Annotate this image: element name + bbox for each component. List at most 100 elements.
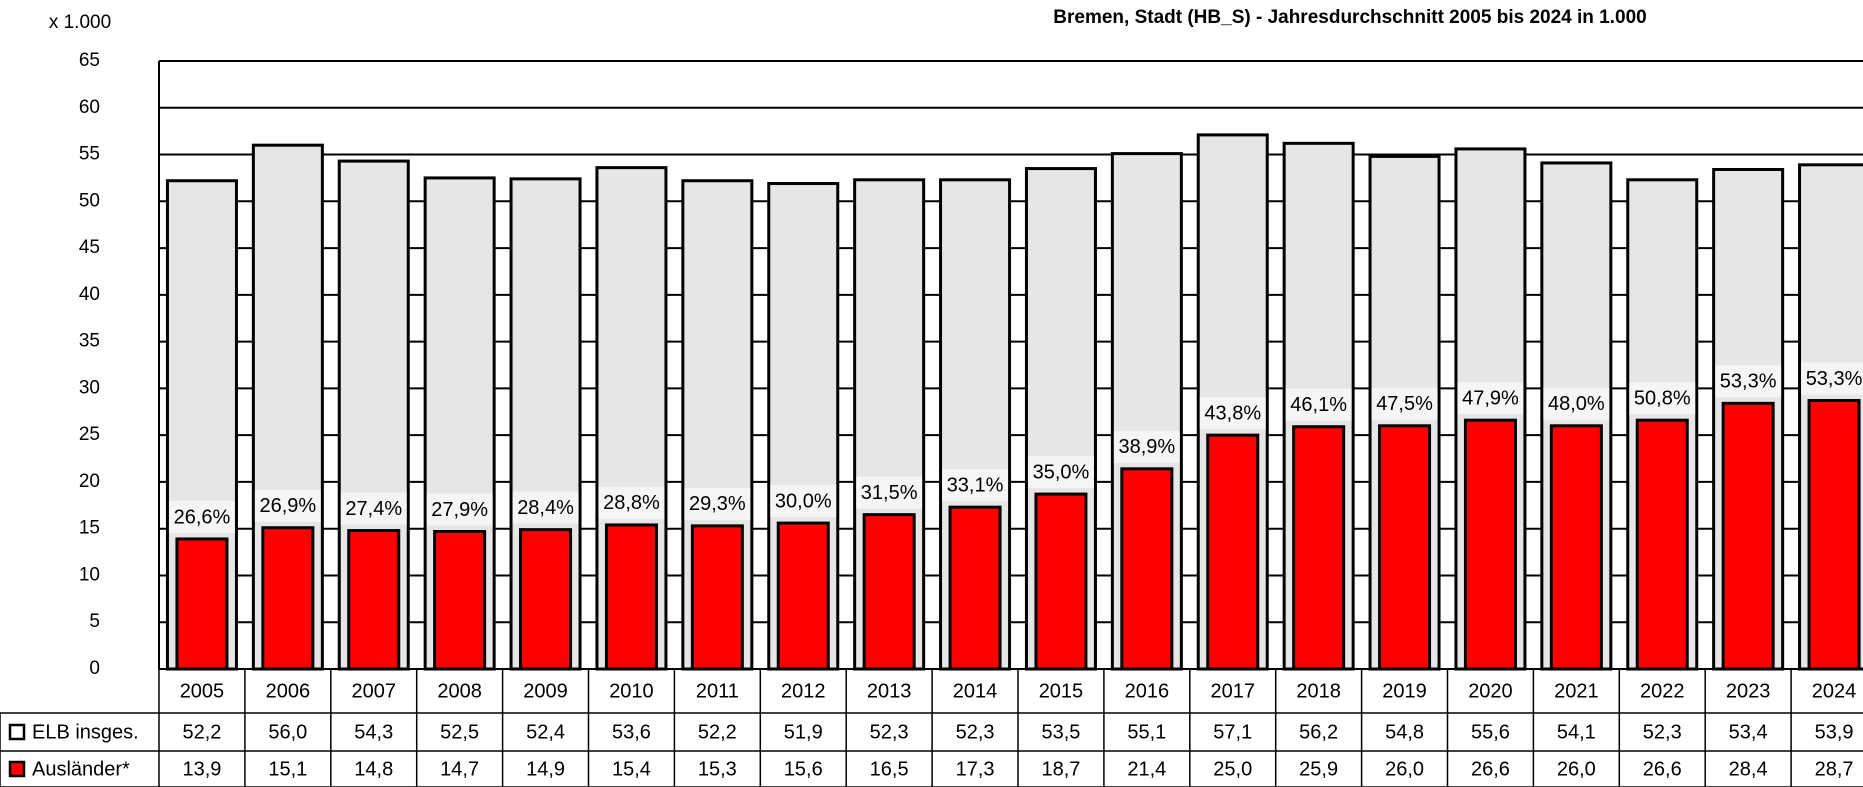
table-value: 25,0	[1213, 758, 1252, 780]
table-value: 14,9	[526, 758, 565, 780]
share-label-bg	[1543, 387, 1610, 420]
table-value: 28,4	[1729, 758, 1768, 780]
table-value: 52,3	[1643, 721, 1682, 743]
bar-foreign	[1034, 492, 1088, 671]
table-value: 26,6	[1643, 758, 1682, 780]
share-label-bg	[1285, 388, 1352, 421]
y-tick-label: 25	[79, 424, 100, 445]
share-label-bg	[856, 476, 923, 509]
bar-foreign	[776, 521, 830, 671]
x-tick-label: 2011	[696, 680, 739, 702]
bar-foreign	[1635, 418, 1689, 671]
bar-foreign	[862, 513, 916, 671]
table-value: 51,9	[784, 721, 823, 743]
table-value: 52,5	[440, 721, 479, 743]
share-label: 47,5%	[1376, 393, 1433, 415]
x-tick-label: 2014	[953, 680, 998, 702]
y-unit-label: x 1.000	[49, 12, 111, 33]
share-label: 53,3%	[1806, 368, 1863, 390]
share-label-bg	[168, 500, 235, 533]
y-tick-label: 15	[79, 518, 100, 539]
table-value: 26,0	[1385, 758, 1424, 780]
x-tick-label: 2021	[1554, 680, 1599, 702]
bar-foreign	[1549, 424, 1603, 671]
table-value: 52,2	[698, 721, 737, 743]
y-tick-label: 5	[89, 611, 100, 632]
table-value: 52,3	[870, 721, 909, 743]
share-label: 38,9%	[1118, 436, 1175, 458]
share-label-bg	[340, 492, 407, 525]
table-value: 53,4	[1729, 721, 1768, 743]
bar-foreign	[519, 528, 573, 671]
table-value: 54,1	[1557, 721, 1596, 743]
share-label-bg	[1629, 382, 1696, 415]
x-tick-label: 2005	[180, 680, 225, 702]
table-value: 14,7	[440, 758, 479, 780]
legend-label: Ausländer*	[32, 758, 130, 780]
table-value: 57,1	[1213, 721, 1252, 743]
table-value: 55,1	[1127, 721, 1166, 743]
table-value: 25,9	[1299, 758, 1338, 780]
share-label: 43,8%	[1204, 402, 1261, 424]
share-label-bg	[1027, 456, 1094, 489]
share-label-bg	[942, 469, 1009, 502]
share-label: 31,5%	[861, 482, 918, 504]
bar-foreign	[690, 524, 744, 671]
share-label: 48,0%	[1548, 393, 1605, 415]
x-tick-label: 2020	[1468, 680, 1513, 702]
share-label: 53,3%	[1720, 371, 1777, 393]
share-label-bg	[254, 489, 321, 522]
table-value: 52,2	[182, 721, 221, 743]
share-label: 28,8%	[603, 492, 660, 514]
x-tick-label: 2007	[352, 680, 397, 702]
x-tick-label: 2009	[523, 680, 568, 702]
legend-label: ELB insges.	[32, 721, 139, 743]
table-value: 28,7	[1815, 758, 1854, 780]
bar-foreign	[1292, 425, 1346, 671]
table-value: 26,6	[1471, 758, 1510, 780]
table-value: 52,3	[956, 721, 995, 743]
x-tick-label: 2024	[1812, 680, 1857, 702]
table-value: 15,6	[784, 758, 823, 780]
share-label: 27,9%	[431, 499, 488, 521]
share-label-bg	[598, 486, 665, 519]
share-label-bg	[1801, 362, 1863, 395]
y-tick-label: 20	[79, 471, 100, 492]
table-value: 56,2	[1299, 721, 1338, 743]
y-tick-label: 65	[79, 50, 100, 71]
share-label: 35,0%	[1033, 461, 1090, 483]
y-tick-label: 0	[89, 658, 100, 679]
share-label: 47,9%	[1462, 387, 1519, 409]
y-tick-label: 50	[79, 190, 100, 211]
legend-swatch	[8, 723, 26, 741]
table-value: 26,0	[1557, 758, 1596, 780]
table-value: 56,0	[268, 721, 307, 743]
share-label-bg	[1371, 387, 1438, 420]
x-tick-label: 2023	[1726, 680, 1771, 702]
share-label: 29,3%	[689, 493, 746, 515]
share-label-bg	[1113, 430, 1180, 463]
share-label-bg	[426, 493, 493, 526]
x-tick-label: 2006	[266, 680, 311, 702]
table-value: 53,5	[1041, 721, 1080, 743]
bar-foreign	[604, 523, 658, 671]
bar-foreign	[175, 537, 229, 671]
y-tick-label: 40	[79, 284, 100, 305]
table-value: 15,3	[698, 758, 737, 780]
share-label: 46,1%	[1290, 394, 1347, 416]
table-value: 55,6	[1471, 721, 1510, 743]
y-tick-label: 10	[79, 564, 100, 585]
table-value: 21,4	[1127, 758, 1166, 780]
x-tick-label: 2019	[1382, 680, 1427, 702]
share-label-bg	[770, 485, 837, 518]
legend-swatch	[8, 760, 26, 778]
share-label: 27,4%	[345, 498, 402, 520]
bar-foreign	[261, 526, 315, 671]
table-value: 13,9	[182, 758, 221, 780]
table-value: 53,6	[612, 721, 651, 743]
bar-foreign	[1206, 433, 1260, 671]
table-value: 15,4	[612, 758, 651, 780]
y-tick-label: 30	[79, 377, 100, 398]
share-label: 30,0%	[775, 490, 832, 512]
